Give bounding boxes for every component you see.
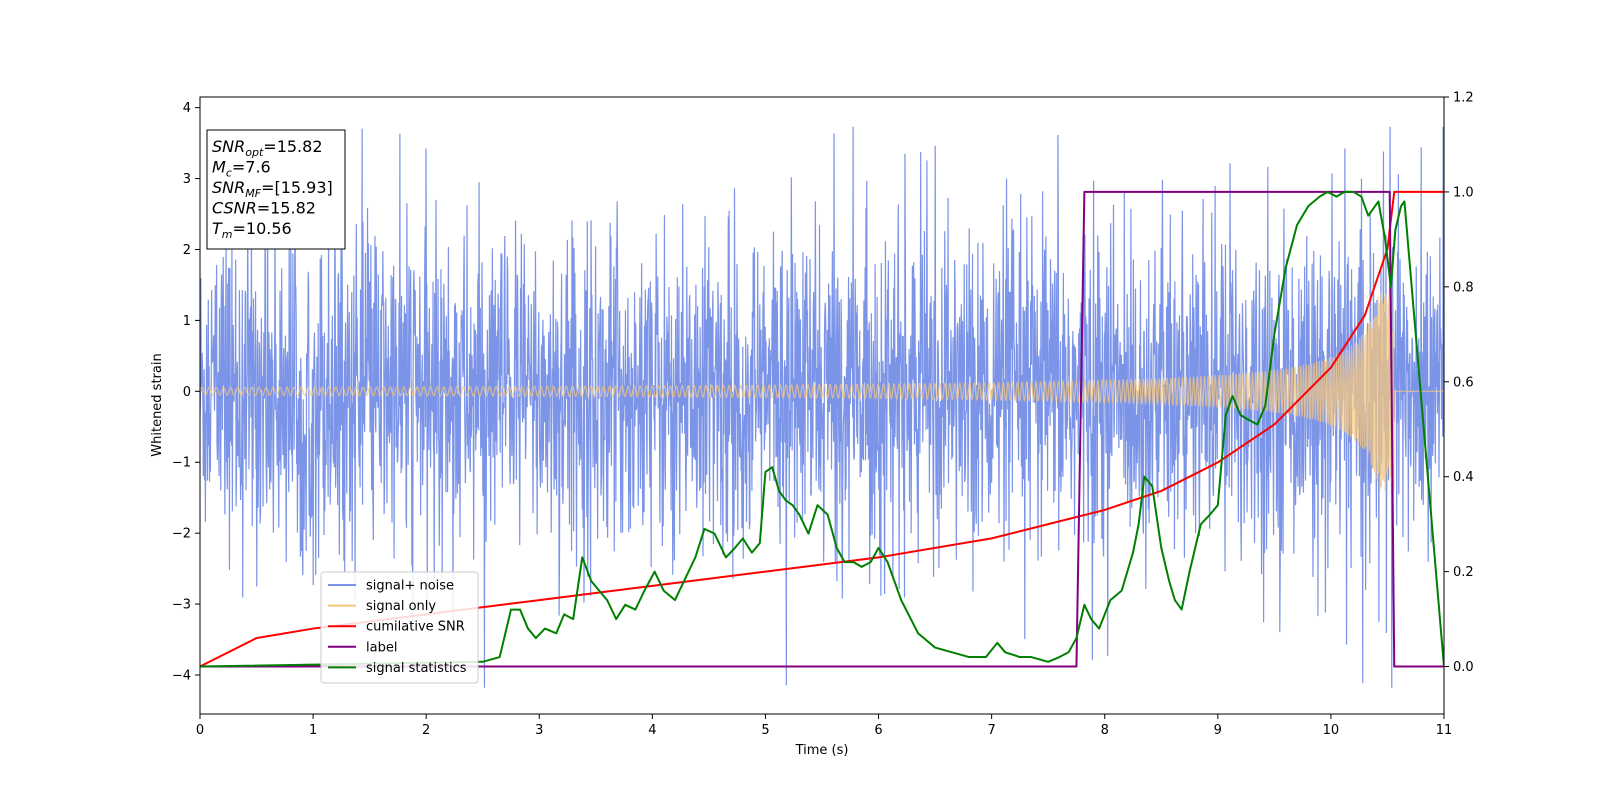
legend-entry-label: cumilative SNR xyxy=(366,620,465,635)
annotation-symbol: SNR xyxy=(212,178,245,197)
y-left-tick-label: 2 xyxy=(183,243,191,258)
signal-noise-layer xyxy=(200,126,1444,688)
x-tick-label: 6 xyxy=(874,723,882,738)
y-right-tick-label: 0.8 xyxy=(1453,280,1474,295)
series-label-line xyxy=(200,190,1444,668)
x-tick-label: 3 xyxy=(535,723,543,738)
annotation-value: =7.6 xyxy=(232,158,271,177)
annotation-value: =[15.93] xyxy=(261,178,333,197)
x-tick-label: 0 xyxy=(196,723,204,738)
x-axis-ticks: 0 1 2 3 4 5 6 7 8 9 10 11 xyxy=(196,714,1452,738)
y-right-tick-label: 0.0 xyxy=(1453,660,1474,675)
y-left-tick-label: 1 xyxy=(183,314,191,329)
annotation-symbol: SNR xyxy=(212,137,245,156)
x-tick-label: 8 xyxy=(1101,723,1109,738)
y-right-tick-label: 0.6 xyxy=(1453,375,1474,390)
x-axis-label: Time (s) xyxy=(795,743,849,758)
y-right-tick-label: 1.0 xyxy=(1453,185,1474,200)
legend-frame xyxy=(320,571,479,684)
annotation-subscript: MF xyxy=(245,187,261,200)
annotation-subscript: m xyxy=(222,228,233,241)
annotation-symbol: T xyxy=(212,219,223,238)
annotation-symbol: CSNR xyxy=(212,199,257,218)
x-tick-label: 5 xyxy=(761,723,769,738)
annotation-line: CSNR=15.82 xyxy=(212,199,316,218)
y-left-tick-label: 4 xyxy=(183,101,191,116)
y-axis-label: Whitened strain xyxy=(150,353,165,456)
annotation-subscript: c xyxy=(226,167,232,180)
legend-entry-label: label xyxy=(366,640,397,655)
series-signal-only-line xyxy=(200,292,1444,491)
y-left-tick-label: 0 xyxy=(183,385,191,400)
x-tick-label: 2 xyxy=(422,723,430,738)
series-signal-statistics-line xyxy=(200,190,1444,668)
y-right-axis-ticks: 0.0 0.2 0.4 0.6 0.8 1.0 1.2 xyxy=(1444,91,1474,675)
annotation-value: =10.56 xyxy=(233,219,292,238)
y-left-axis-ticks: −4 −3 −2 −1 0 1 2 3 4 xyxy=(172,101,200,683)
series-signal-noise-line xyxy=(200,126,1444,688)
y-right-tick-label: 0.2 xyxy=(1453,565,1474,580)
x-tick-label: 4 xyxy=(648,723,656,738)
legend-entry-label: signal statistics xyxy=(366,661,467,676)
annotation-box: SNRopt=15.82Mc=7.6SNRMF=[15.93]CSNR=15.8… xyxy=(206,129,346,250)
x-tick-label: 9 xyxy=(1214,723,1222,738)
y-left-tick-label: −1 xyxy=(172,456,191,471)
annotation-box-frame xyxy=(206,129,346,250)
annotation-value: =15.82 xyxy=(263,137,322,156)
x-tick-label: 1 xyxy=(309,723,317,738)
y-left-tick-label: −3 xyxy=(172,598,191,613)
y-right-tick-label: 0.4 xyxy=(1453,470,1474,485)
y-right-tick-label: 1.2 xyxy=(1453,91,1474,106)
y-left-tick-label: 3 xyxy=(183,172,191,187)
legend-entry-label: signal only xyxy=(366,599,436,614)
legend: signal+ noise signal only cumilative SNR la… xyxy=(320,571,479,684)
annotation-line: SNRMF=[15.93] xyxy=(212,178,333,200)
legend-entry-label: signal+ noise xyxy=(366,579,454,594)
signal-only-layer xyxy=(200,292,1444,491)
x-tick-label: 11 xyxy=(1436,723,1453,738)
y-left-tick-label: −2 xyxy=(172,527,191,542)
x-tick-label: 10 xyxy=(1323,723,1340,738)
annotation-line: SNRopt=15.82 xyxy=(212,137,323,159)
x-tick-label: 7 xyxy=(987,723,995,738)
plot-frame xyxy=(199,96,1445,715)
annotation-subscript: opt xyxy=(245,146,264,159)
annotation-symbol: M xyxy=(212,158,226,177)
y-left-tick-label: −4 xyxy=(172,668,191,683)
annotation-value: =15.82 xyxy=(257,199,316,218)
annotation-line: Mc=7.6 xyxy=(212,158,271,180)
annotation-line: Tm=10.56 xyxy=(212,219,292,241)
